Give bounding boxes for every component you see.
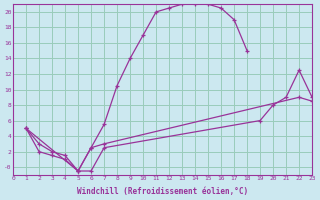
X-axis label: Windchill (Refroidissement éolien,°C): Windchill (Refroidissement éolien,°C) xyxy=(77,187,248,196)
